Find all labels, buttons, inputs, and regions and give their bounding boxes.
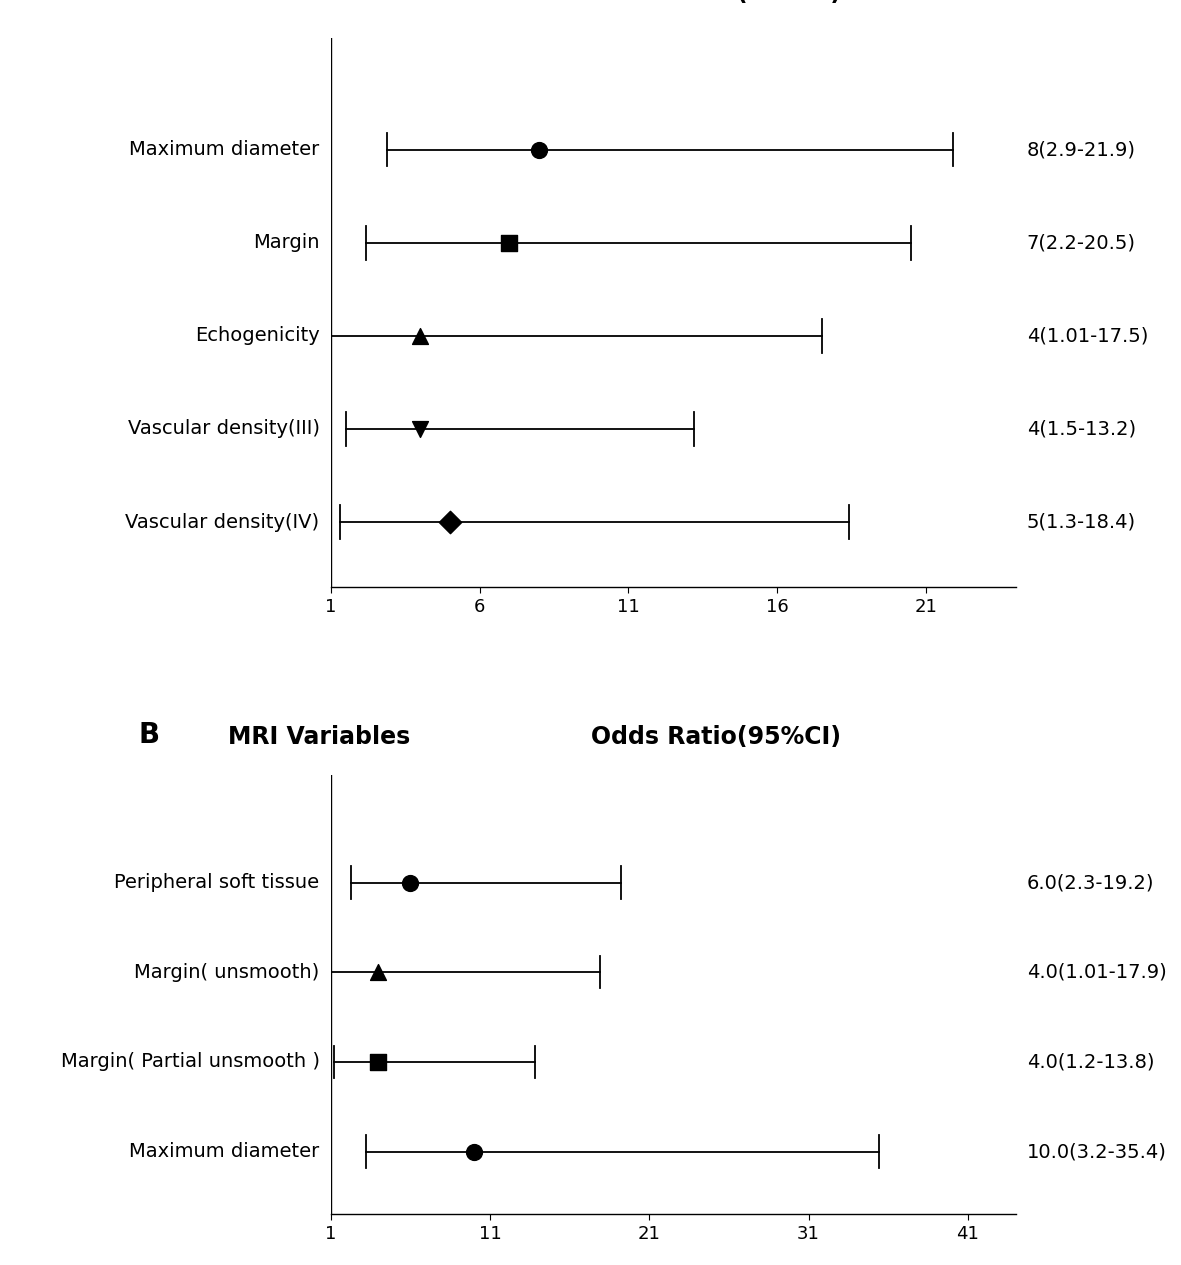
Text: Peripheral soft tissue: Peripheral soft tissue: [115, 873, 320, 892]
Point: [530, 139, 549, 159]
Point: [500, 233, 518, 253]
Text: A: A: [139, 0, 161, 5]
Point: [368, 963, 387, 983]
Text: Vascular density(IV): Vascular density(IV): [125, 512, 320, 531]
Point: [411, 419, 430, 439]
Text: Maximum diameter: Maximum diameter: [129, 140, 320, 159]
Text: Odds Ratio(95%CI): Odds Ratio(95%CI): [590, 725, 841, 749]
Text: Vascular density(III): Vascular density(III): [128, 420, 320, 439]
Text: 6.0(2.3-19.2): 6.0(2.3-19.2): [1026, 873, 1154, 892]
Text: 8(2.9-21.9): 8(2.9-21.9): [1026, 140, 1136, 159]
Text: Margin( Partial unsmooth ): Margin( Partial unsmooth ): [60, 1052, 320, 1071]
Text: 4(1.01-17.5): 4(1.01-17.5): [1026, 326, 1148, 345]
Text: 4.0(1.01-17.9): 4.0(1.01-17.9): [1026, 963, 1167, 982]
Text: 5(1.3-18.4): 5(1.3-18.4): [1026, 512, 1136, 531]
Text: Margin( unsmooth): Margin( unsmooth): [135, 963, 320, 982]
Text: MRI Variables: MRI Variables: [228, 725, 410, 749]
Point: [368, 1051, 387, 1071]
Point: [464, 1141, 483, 1161]
Text: 4(1.5-13.2): 4(1.5-13.2): [1026, 420, 1136, 439]
Text: Margin: Margin: [253, 233, 320, 252]
Text: Odds Ratio(95%CI): Odds Ratio(95%CI): [590, 0, 841, 5]
Point: [411, 325, 430, 345]
Text: 10.0(3.2-35.4): 10.0(3.2-35.4): [1026, 1142, 1167, 1161]
Point: [441, 512, 459, 533]
Text: Maximum diameter: Maximum diameter: [129, 1142, 320, 1161]
Text: B: B: [139, 721, 159, 749]
Text: 4.0(1.2-13.8): 4.0(1.2-13.8): [1026, 1052, 1154, 1071]
Text: Echogenicity: Echogenicity: [195, 326, 320, 345]
Text: 7(2.2-20.5): 7(2.2-20.5): [1026, 233, 1136, 252]
Text: US Variables: US Variables: [228, 0, 396, 5]
Point: [400, 873, 419, 893]
